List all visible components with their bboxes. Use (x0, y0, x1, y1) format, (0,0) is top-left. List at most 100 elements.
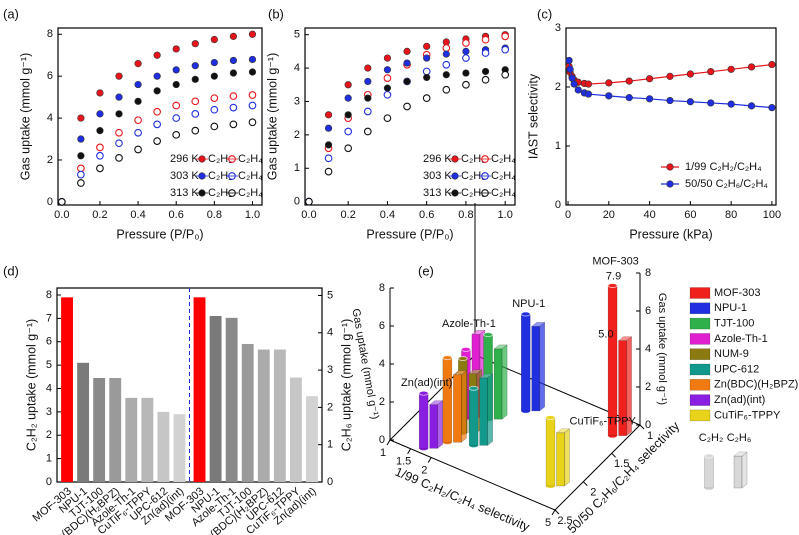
marker (115, 110, 123, 118)
marker (566, 65, 574, 73)
y2-tick-label: 5 (327, 289, 333, 301)
marker (153, 107, 161, 116)
y2-tick-label: 3 (327, 364, 333, 376)
bar-c2h6 (555, 428, 571, 487)
legend-label: C₂H₄ (238, 187, 263, 199)
plot-frame (565, 27, 777, 206)
marker (501, 70, 510, 79)
marker (481, 49, 490, 57)
shape-legend-cylinder (704, 453, 714, 490)
marker (172, 101, 181, 110)
marker (768, 60, 776, 69)
bar-top-tint (429, 400, 443, 405)
bar (61, 297, 73, 482)
x-tick (407, 448, 412, 455)
legend-label: CuTiF₆-TPPY (714, 409, 781, 421)
bar-body (442, 357, 453, 443)
y-tick-label: 5 (46, 359, 52, 371)
x-tick (386, 439, 391, 446)
marker (153, 51, 161, 59)
y-axis-title: Gas uptake (mmol g⁻¹) (18, 53, 32, 180)
y-tick (554, 509, 560, 515)
bar-top-tint (468, 369, 482, 374)
y-tick-label: 6 (47, 70, 53, 82)
marker (481, 67, 490, 76)
bar-side (741, 451, 748, 489)
series (305, 66, 509, 206)
y-tick-label: 7 (46, 312, 52, 324)
y-axis-title: Gas uptake (mmol g⁻¹) (265, 53, 279, 180)
marker (305, 197, 313, 206)
legend-label: C₂H₆ (461, 153, 486, 165)
bar-front (531, 326, 540, 412)
legend-label: UPC-612 (714, 363, 759, 375)
bar-top-tint (556, 428, 570, 433)
y-axis-title: IAST selectivity (526, 73, 540, 159)
marker (153, 87, 161, 95)
legend-label: C₂H₆ (461, 187, 486, 199)
marker (248, 118, 257, 127)
x-tick (551, 509, 556, 516)
marker (172, 45, 180, 53)
marker (172, 114, 181, 122)
y2-tick-label: 2 (327, 401, 333, 413)
marker (77, 152, 85, 160)
legend-label: NUM-9 (714, 348, 749, 360)
bar-top (468, 385, 479, 391)
marker (172, 80, 180, 89)
legend-label: TJT-100 (714, 318, 754, 330)
marker (134, 145, 142, 154)
x-tick-label: 0.4 (130, 209, 145, 221)
z-tick-label: 0 (379, 434, 385, 446)
z-tick-label: 6 (379, 320, 385, 332)
bar (173, 414, 186, 482)
y-tick (582, 481, 588, 487)
bar-side (501, 344, 508, 420)
x-tick-label: 0.0 (301, 209, 316, 221)
marker (442, 50, 450, 58)
marker (344, 81, 352, 89)
bar-c2h2 (418, 390, 429, 451)
legend-label: C₂H₄ (491, 153, 516, 165)
bar-annotation: MOF-303 (592, 255, 638, 267)
y-tick-label: 1 (294, 162, 300, 174)
x-tick-label: 0.6 (419, 209, 434, 221)
marker (584, 90, 593, 98)
marker (115, 139, 123, 148)
series (565, 56, 776, 112)
marker (191, 40, 199, 48)
marker (96, 143, 104, 152)
marker (229, 120, 238, 129)
marker (364, 77, 372, 86)
y-tick-label: 2 (47, 154, 53, 166)
bar-annotation: Zn(ad)(int) (401, 377, 452, 389)
marker (363, 127, 372, 136)
marker (210, 58, 218, 67)
x-tick-label: 1 (380, 447, 386, 459)
bar-top (461, 347, 471, 352)
marker (442, 44, 451, 52)
marker (210, 72, 218, 80)
marker (344, 94, 352, 102)
bar-front (493, 348, 503, 420)
marker (229, 103, 238, 112)
bar (257, 349, 270, 482)
marker (422, 94, 431, 102)
x-tick-label: 0.2 (92, 209, 107, 221)
panel-label: (c) (537, 6, 552, 21)
bar-side (626, 336, 632, 437)
marker (191, 62, 199, 70)
y-tick-label: 2 (46, 429, 52, 441)
bar (141, 397, 154, 482)
value-label: 7.9 (606, 270, 621, 282)
marker (115, 93, 123, 101)
bar-annotation: CuTiF₆-TPPY (570, 416, 637, 428)
z-axis-title: Gas uptake (mmol g⁻¹) (349, 308, 380, 421)
marker (645, 75, 654, 83)
marker (442, 60, 451, 69)
x-tick-label: 5 (545, 517, 551, 529)
marker (727, 65, 735, 73)
marker (768, 104, 776, 112)
bar-body (468, 388, 479, 446)
